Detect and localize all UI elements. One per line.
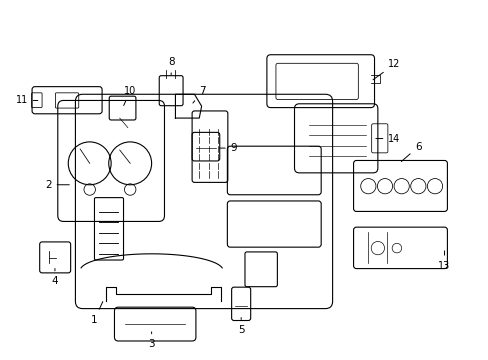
Text: 1: 1: [91, 302, 102, 325]
Text: 4: 4: [52, 269, 58, 287]
Text: 10: 10: [123, 86, 136, 105]
Text: 9: 9: [219, 143, 237, 153]
Text: 12: 12: [372, 59, 400, 80]
Text: 2: 2: [45, 180, 69, 190]
Text: 3: 3: [148, 332, 155, 349]
Text: 5: 5: [237, 318, 244, 335]
Text: 6: 6: [401, 141, 421, 162]
Text: 11: 11: [16, 95, 38, 105]
Text: 7: 7: [192, 86, 205, 103]
Text: 13: 13: [438, 251, 450, 271]
Text: 8: 8: [167, 57, 174, 75]
Text: 14: 14: [375, 134, 400, 144]
